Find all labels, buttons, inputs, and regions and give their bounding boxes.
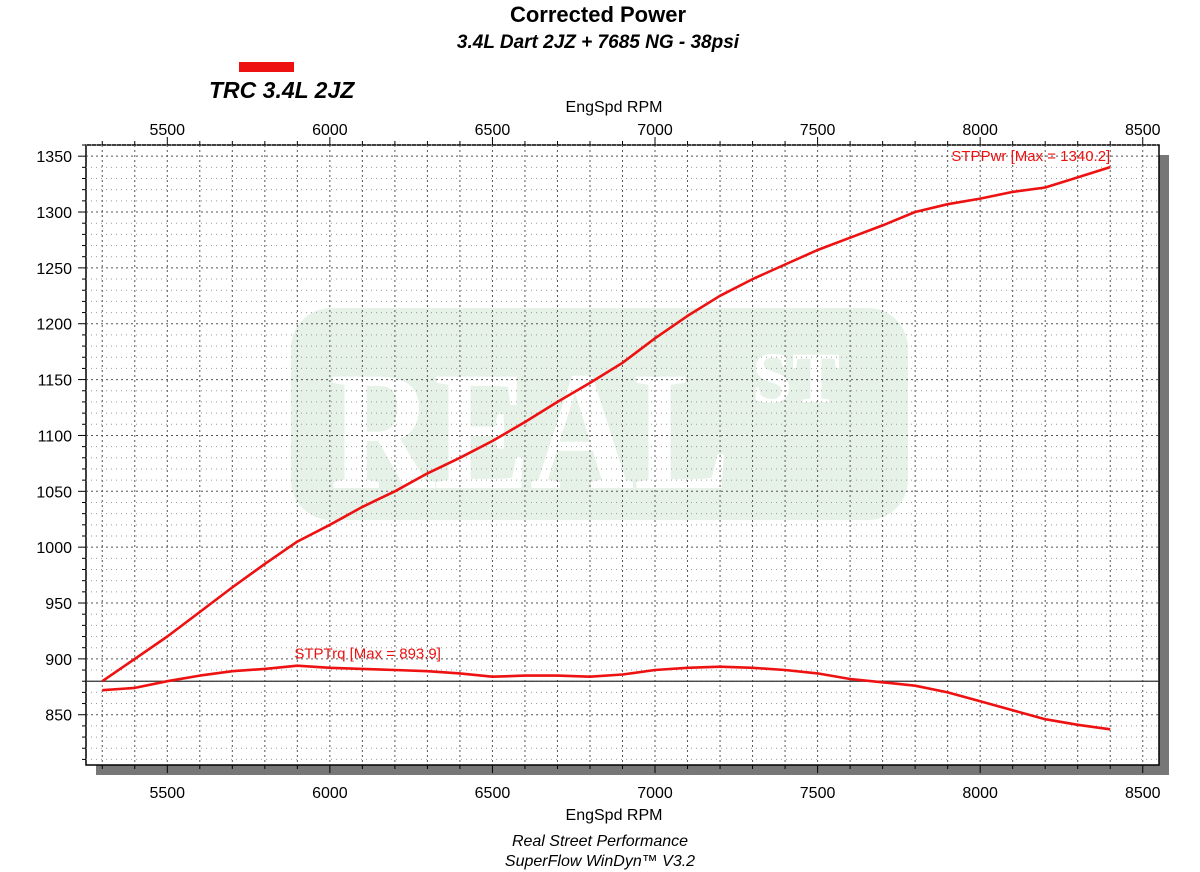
y-tick-label: 1000: [36, 540, 72, 557]
x-tick-label-top: 7500: [800, 122, 836, 139]
y-tick-label: 1200: [36, 317, 72, 334]
y-tick-label: 1150: [38, 373, 73, 390]
axis-ticks: 5500 5500 6000 6000 6500 6500 7000 7000 7500 7500…: [36, 122, 1160, 802]
y-tick-label: 1350: [36, 149, 72, 166]
x-tick-label-bottom: 7500: [800, 785, 836, 802]
footer-company: Real Street Performance: [512, 833, 688, 850]
chart-subtitle: 3.4L Dart 2JZ + 7685 NG - 38psi: [457, 32, 740, 53]
y-tick-label: 1050: [36, 484, 72, 501]
x-tick-label-top: 6000: [312, 122, 348, 139]
x-tick-label-bottom: 8500: [1125, 785, 1161, 802]
x-tick-label-bottom: 5500: [149, 785, 185, 802]
y-tick-label: 1300: [36, 205, 72, 222]
y-tick-label: 850: [45, 708, 72, 725]
y-tick-label: 1250: [36, 261, 72, 278]
x-tick-label-top: 8000: [962, 122, 998, 139]
x-tick-label-top: 7000: [637, 122, 673, 139]
series-line-stppwr: [101, 165, 1111, 683]
x-tick-label-top: 5500: [149, 122, 185, 139]
annotations: STPPwr [Max = 1340.2] STPTrq [Max = 893.9…: [294, 148, 1110, 663]
annotation-stppwr-max: STPPwr [Max = 1340.2]: [951, 148, 1110, 165]
x-tick-label-bottom: 8000: [962, 785, 998, 802]
footer-software: SuperFlow WinDyn™ V3.2: [505, 853, 695, 870]
series-layer: [101, 165, 1111, 731]
y-tick-label: 900: [45, 652, 72, 669]
legend-label: TRC 3.4L 2JZ: [209, 77, 355, 103]
watermark: REAL ST: [291, 308, 908, 525]
watermark-box: [291, 308, 908, 520]
x-tick-label-top: 8500: [1125, 122, 1161, 139]
chart-title: Corrected Power: [510, 2, 686, 27]
x-tick-label-top: 6500: [475, 122, 511, 139]
plot-shadow: [1159, 155, 1169, 775]
x-tick-label-bottom: 6000: [312, 785, 348, 802]
plot-shadow-bottom: [96, 765, 1169, 775]
watermark-text: REAL: [330, 337, 730, 525]
legend-swatch: [239, 62, 294, 72]
y-tick-label: 1100: [38, 428, 73, 445]
x-tick-label-bottom: 6500: [475, 785, 511, 802]
x-axis-title-bottom: EngSpd RPM: [566, 807, 663, 824]
x-axis-title-top: EngSpd RPM: [566, 99, 663, 116]
watermark-superscript: ST: [752, 338, 840, 418]
series-line-stptrq: [102, 664, 1111, 731]
y-tick-label: 950: [45, 596, 72, 613]
grid: [86, 144, 1159, 765]
x-tick-label-bottom: 7000: [637, 785, 673, 802]
annotation-stptrq-max: STPTrq [Max = 893.9]: [294, 646, 441, 663]
